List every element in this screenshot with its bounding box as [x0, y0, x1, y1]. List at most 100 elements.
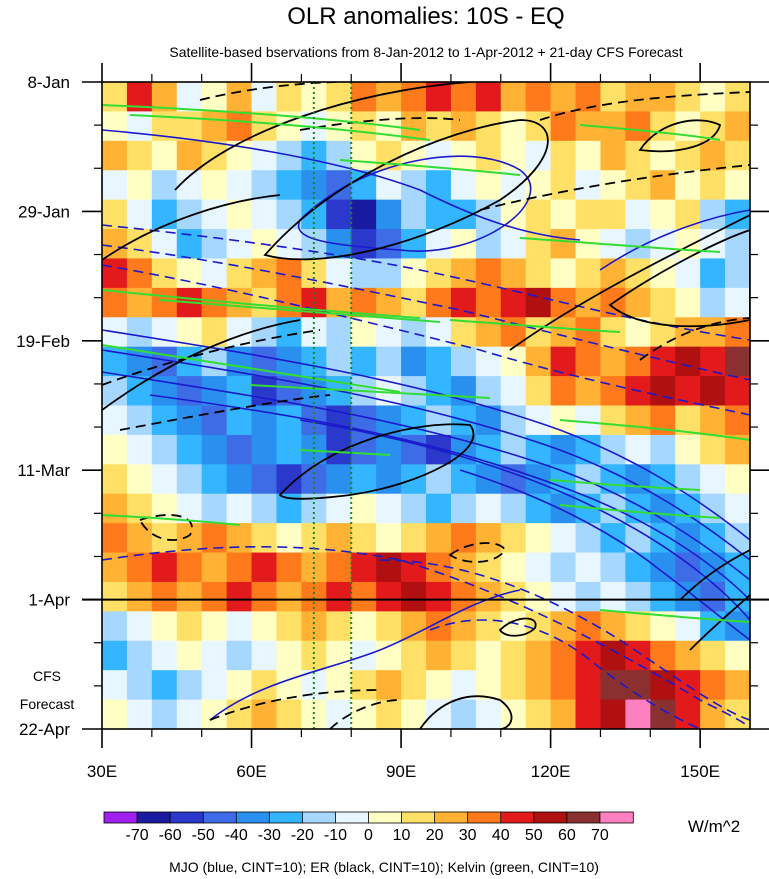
- field-cell: [276, 287, 302, 318]
- field-cell: [276, 640, 302, 671]
- colorbar-swatch: [202, 811, 237, 824]
- er-contour: [102, 319, 301, 411]
- field-cell: [475, 581, 502, 612]
- mjo-contour: [209, 589, 521, 721]
- field-cell: [725, 670, 750, 701]
- colorbar-label: -20: [291, 827, 314, 844]
- field-cell: [675, 287, 701, 318]
- field-cell: [226, 611, 253, 642]
- field-cell: [700, 140, 726, 171]
- olr-anomaly-field: [102, 82, 750, 729]
- field-cell: [201, 464, 228, 495]
- mjo-contour: [299, 419, 750, 621]
- field-cell: [301, 140, 327, 171]
- field-cell: [351, 111, 377, 142]
- field-cell: [426, 287, 452, 318]
- field-cell: [276, 199, 302, 230]
- field-cell: [600, 405, 626, 436]
- field-cell: [176, 523, 203, 554]
- field-cell: [376, 346, 402, 377]
- field-cell: [226, 640, 253, 671]
- field-cell: [575, 581, 602, 612]
- er-contour: [119, 394, 331, 431]
- field-cell: [550, 640, 577, 671]
- colorbar-swatch: [103, 811, 138, 824]
- mjo-contour: [599, 209, 750, 271]
- field-cell: [401, 317, 427, 348]
- field-cell: [151, 229, 178, 260]
- field-cell: [102, 523, 128, 554]
- field-cell: [376, 611, 402, 642]
- field-cell: [675, 434, 701, 465]
- field-cell: [475, 229, 502, 260]
- field-cell: [251, 611, 278, 642]
- field-cell: [550, 229, 577, 260]
- colorbar-label: -60: [159, 827, 182, 844]
- field-cell: [725, 464, 750, 495]
- mjo-contour: [102, 129, 581, 241]
- field-cell: [500, 523, 527, 554]
- field-cell: [301, 611, 327, 642]
- field-cell: [326, 317, 352, 348]
- field-cell: [575, 552, 602, 583]
- colorbar-swatch: [434, 811, 469, 824]
- field-cell: [326, 552, 352, 583]
- er-contour: [539, 91, 750, 121]
- field-cell: [675, 699, 701, 729]
- field-cell: [201, 611, 228, 642]
- field-cell: [475, 140, 502, 171]
- colorbar-swatch: [368, 811, 403, 824]
- field-cell: [126, 670, 153, 701]
- field-cell: [450, 640, 477, 671]
- field-cell: [450, 670, 477, 701]
- field-cell: [550, 82, 577, 113]
- y-tick-label: 1-Apr: [28, 591, 70, 610]
- field-cell: [550, 111, 577, 142]
- field-cell: [475, 640, 502, 671]
- field-cell: [650, 523, 676, 554]
- field-cell: [450, 493, 477, 524]
- kelvin-contour: [249, 384, 491, 399]
- colorbar-swatch: [566, 811, 601, 824]
- field-cell: [426, 581, 452, 612]
- field-cell: [675, 82, 701, 113]
- mjo-contour: [102, 546, 750, 729]
- field-cell: [650, 140, 676, 171]
- colorbar-swatch: [301, 811, 337, 824]
- field-cell: [276, 552, 302, 583]
- er-contour: [199, 82, 380, 101]
- field-cell: [625, 258, 651, 289]
- colorbar-swatch: [599, 811, 634, 824]
- field-cell: [600, 258, 626, 289]
- field-cell: [326, 699, 352, 729]
- field-cell: [326, 611, 352, 642]
- er-contour: [509, 214, 750, 351]
- field-cell: [126, 434, 153, 465]
- field-cell: [201, 140, 228, 171]
- field-cell: [575, 346, 602, 377]
- field-cell: [102, 258, 128, 289]
- field-cell: [102, 82, 128, 113]
- field-cell: [700, 170, 726, 201]
- mjo-contour: [102, 349, 750, 561]
- field-cell: [550, 670, 577, 701]
- field-cell: [151, 140, 178, 171]
- kelvin-contour: [129, 114, 431, 141]
- field-cell: [700, 258, 726, 289]
- field-cell: [176, 229, 203, 260]
- field-cell: [500, 493, 527, 524]
- field-cell: [650, 640, 676, 671]
- mjo-contour: [379, 559, 750, 721]
- field-cell: [376, 170, 402, 201]
- chart-title: OLR anomalies: 10S - EQ: [287, 3, 564, 30]
- field-cell: [176, 140, 203, 171]
- er-contour: [608, 229, 750, 328]
- field-cell: [475, 170, 502, 201]
- field-cell: [176, 670, 203, 701]
- field-cell: [600, 346, 626, 377]
- field-cell: [575, 464, 602, 495]
- field-cell: [650, 581, 676, 612]
- field-cell: [525, 199, 552, 230]
- field-cell: [276, 670, 302, 701]
